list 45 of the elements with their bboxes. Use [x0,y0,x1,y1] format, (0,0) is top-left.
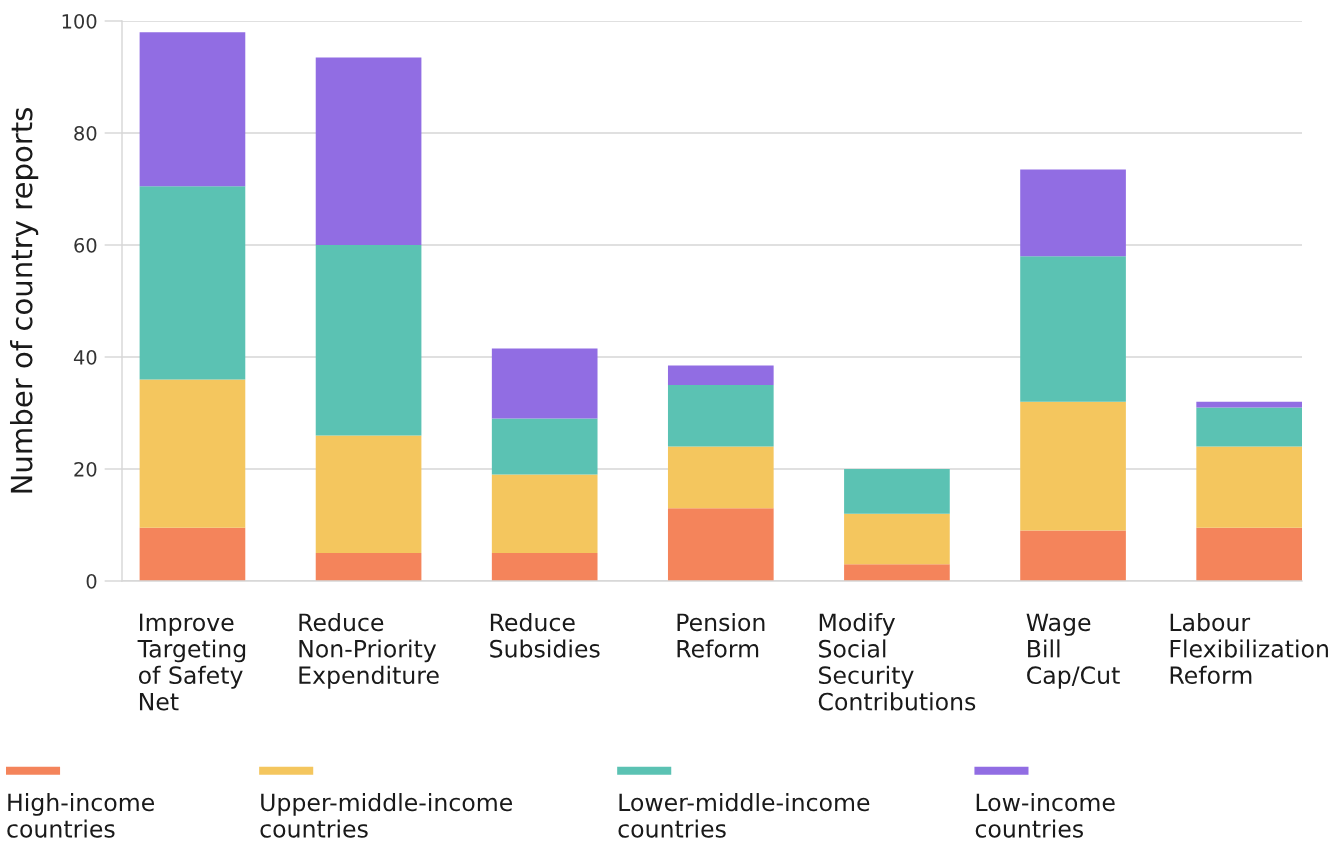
x-tick-label: Wage Bill Cap/Cut [1026,613,1120,689]
y-tick-label: 60 [74,237,97,253]
bar [139,186,246,380]
bar [491,474,598,553]
bar [667,385,774,447]
bar [315,435,422,553]
bar [844,564,950,581]
y-tick-label: 80 [74,125,97,141]
bar [1020,256,1126,402]
x-tick-label: Reduce Non-Priority Expenditure [299,612,439,689]
bar [844,513,950,565]
bar [315,553,422,581]
bar [139,32,246,187]
x-tick-label: Pension Reform [677,612,765,658]
bar [1196,446,1302,528]
y-tick-label: 40 [73,349,97,365]
bar [1196,527,1302,581]
y-tick-label: 0 [86,573,97,589]
bar [315,57,422,245]
y-tick-label: 100 [62,13,97,29]
bar [667,508,774,581]
legend-label: Upper-middle-income countries [260,793,513,838]
y-tick-label: 20 [74,461,97,477]
bar [1020,169,1126,257]
x-tick-label: Labour Flexibilization Reform [1170,612,1328,685]
x-tick-label: Reduce Subsidies [490,612,600,658]
bar [139,379,246,528]
legend-label: Lower-middle-income countries [618,793,870,838]
bar [1196,407,1302,447]
bar [1020,401,1126,531]
bar [844,469,950,514]
bar [1020,530,1126,581]
x-tick-label: Modify Social Security Contributions [818,612,976,711]
x-tick-label: Improve Targeting of Safety Net [137,613,246,711]
bar [491,553,598,581]
y-axis-title: Number of country reports [9,107,39,493]
bar [139,527,246,581]
bar [667,365,774,385]
bar [667,446,774,509]
bar [491,348,598,419]
legend-label: High-income countries [7,793,155,838]
bar [1196,401,1302,408]
legend-label: Low-income countries [975,793,1115,838]
bar [491,418,598,475]
bar [315,245,422,436]
